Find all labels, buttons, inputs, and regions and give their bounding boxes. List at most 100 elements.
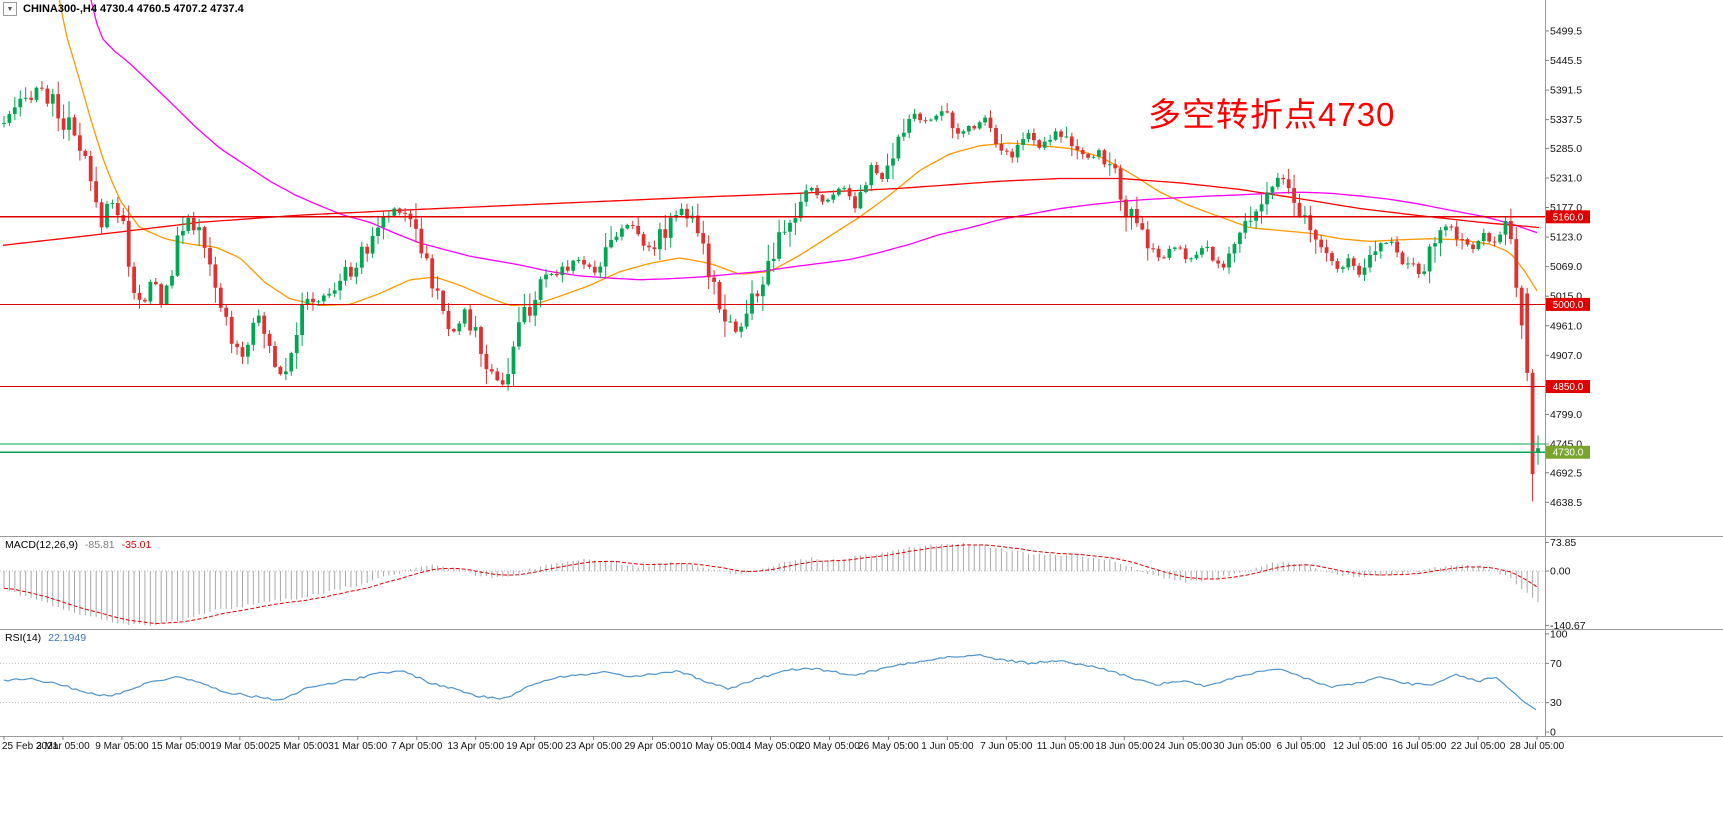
candle-body [1210,246,1215,261]
candle-body [435,288,440,291]
candle-body [1465,239,1470,245]
candle-body [907,119,912,133]
candle-body [1308,215,1313,231]
candle-body [489,369,494,372]
candle-body [1200,248,1204,255]
rsi-line [3,653,1537,711]
candle-body [1444,226,1448,231]
time-tick-label: 9 Mar 05:00 [95,741,149,752]
candle-body [202,227,207,248]
candle-body [853,196,857,209]
candle-body [1178,247,1183,249]
candle-body [744,313,749,327]
candle-body [1330,253,1334,262]
candle-body [1362,267,1367,275]
candle-body [636,225,641,235]
candle-body [717,281,722,310]
candle-body [213,264,218,288]
candle-body [12,107,17,114]
panel-borders [0,0,1723,737]
candle-body [479,327,483,354]
candle-body [1102,150,1107,165]
candle-body [61,118,66,130]
candle-body [820,195,825,202]
candle-body [300,304,304,335]
candle-body [441,290,445,311]
candle-body [1254,211,1258,221]
candle-body [885,165,890,179]
rsi-tick-label: 70 [1550,658,1562,670]
time-tick-label: 18 Jun 05:00 [1095,741,1153,752]
candle-body [923,120,928,122]
candle-body [7,114,12,123]
price-tick-label: 5231.0 [1550,172,1582,184]
candle-body [815,188,819,196]
time-tick-label: 31 Mar 05:00 [328,741,387,752]
time-tick-label: 7 Apr 05:00 [391,741,443,752]
rsi-tick-label: 0 [1550,727,1556,739]
time-tick-label: 7 Jun 05:00 [980,741,1033,752]
candle-body [121,215,126,222]
chevron-down-icon: ▼ [6,5,14,13]
candle-body [338,280,342,291]
symbol-ohlc-text: CHINA300-,H4 4730.4 4760.5 4707.2 4737.4 [23,3,244,15]
time-tick-label: 6 Jul 05:00 [1277,741,1326,752]
candle-body [999,144,1004,151]
candle-body [1503,221,1508,235]
price-tick-label: 5123.0 [1550,232,1582,244]
candle-body [1238,232,1242,245]
price-tick-label: 4961.0 [1550,320,1582,332]
candle-body [99,202,104,228]
candle-body [197,227,201,231]
chart-title-row: ▼ CHINA300-,H4 4730.4 4760.5 4707.2 4737… [3,2,244,16]
candle-body [159,284,164,304]
candle-body [1107,164,1112,166]
candle-body [728,321,733,323]
candle-body [1015,144,1020,158]
candle-body [273,346,277,367]
candle-body [988,117,993,128]
candle-body [1319,239,1324,248]
candle-body [1427,246,1432,272]
candle-body [1406,263,1410,265]
macd-signal-line [3,544,1539,625]
rsi-tick-label: 100 [1550,628,1568,640]
candle-body [869,165,874,186]
candle-body [316,301,321,303]
price-axis[interactable]: 5499.55445.55391.55337.55285.05231.05177… [1545,25,1590,509]
candle-body [1460,239,1464,241]
candle-body [1145,229,1150,249]
candle-body [587,264,592,267]
symbol-dropdown-icon[interactable]: ▼ [3,2,17,16]
candle-body [555,273,559,276]
candle-body [994,128,998,144]
candle-body [538,279,543,300]
candle-body [1492,241,1497,243]
candle-body [1357,265,1361,275]
candle-body [473,327,478,331]
candle-body [181,231,185,236]
annotation-text: 多空转折点4730 [1148,96,1396,133]
rsi-value: 22.1949 [48,632,87,644]
candle-body [1037,140,1042,148]
ma-slow-red [2,177,1540,246]
candle-body [354,267,359,277]
candle-body [235,343,239,348]
horizontal-lines[interactable] [0,216,1545,453]
macd-tick-label: 73.85 [1550,537,1576,549]
candle-body [766,260,771,285]
candle-body [294,335,299,354]
candle-body [1080,150,1085,155]
candle-body [864,185,868,193]
time-tick-label: 22 Jul 05:00 [1451,741,1506,752]
candle-body [419,228,424,254]
candle-body [956,128,960,134]
candle-body [1438,230,1443,244]
candle-body [679,208,684,215]
price-badge-label: 4730.0 [1553,448,1584,459]
candle-body [1384,242,1389,244]
candle-body [739,326,744,332]
